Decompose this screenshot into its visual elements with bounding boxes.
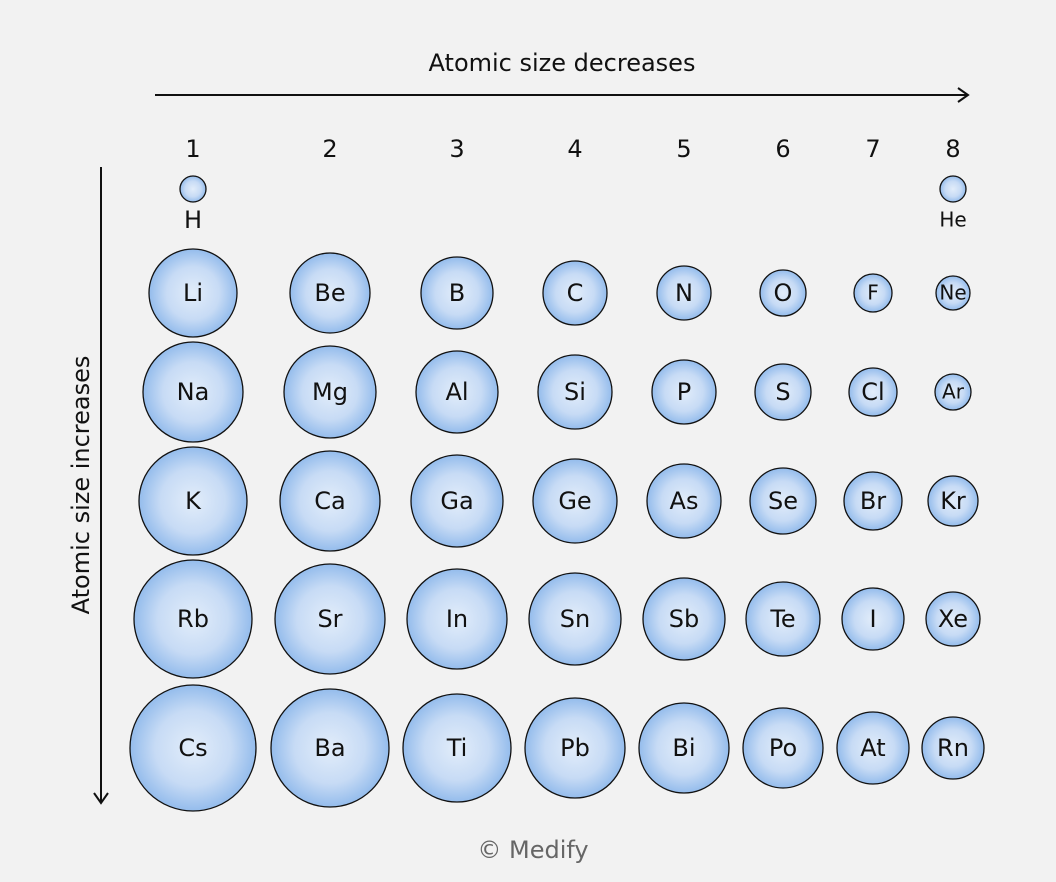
footer: © Medify [477,836,588,864]
element-symbol: Si [564,378,586,406]
side-label: Atomic size increases [67,356,95,615]
element-symbol: As [670,487,699,515]
atom [656,265,712,321]
top-arrow [155,87,970,103]
group-number: 6 [775,135,790,163]
element-symbol: Se [768,487,798,515]
element-symbol: Ne [939,281,966,305]
element-symbol: Pb [560,734,590,762]
atom [841,587,905,651]
element-symbol: Ti [446,734,468,762]
atom [642,577,726,661]
element-symbol: Rb [177,605,209,633]
element-symbol: Br [860,487,886,515]
atom [754,363,812,421]
element-symbol: Na [177,378,210,406]
element-symbol: I [869,605,876,633]
group-number: 8 [945,135,960,163]
atom [279,450,381,552]
title: Atomic size decreases [429,49,696,77]
atom [934,373,972,411]
element-symbol: H [184,206,202,234]
element-symbol: P [677,378,691,406]
element-symbol: N [675,279,693,307]
element-symbol: Cl [861,378,884,406]
atom [524,697,626,799]
atom [651,359,717,425]
element-symbol: Sb [669,605,699,633]
element-symbol: Be [314,279,345,307]
element-symbol: Sr [317,605,342,633]
atom [542,260,608,326]
atom [138,446,248,556]
atom [528,572,622,666]
element-symbol: Ar [942,380,965,404]
element-symbol: F [867,281,879,305]
atom [836,711,910,785]
atom [289,252,371,334]
atom [935,275,971,311]
element-symbol: In [446,605,468,633]
atom [853,273,893,313]
atom [270,688,390,808]
group-number: 1 [185,135,200,163]
element-symbol: S [775,378,790,406]
element-symbol: Kr [940,487,966,515]
atom [848,367,898,417]
group-number: 4 [567,135,582,163]
element-symbol: Cs [178,734,207,762]
element-symbol: Ba [314,734,345,762]
atom [133,559,253,679]
element-symbol: Ge [558,487,591,515]
element-symbol: C [567,279,584,307]
side-arrow [93,167,109,805]
group-number: 5 [676,135,691,163]
element-symbol: K [185,487,202,515]
element-symbol: Po [769,734,797,762]
atom [532,458,618,544]
group-number: 3 [449,135,464,163]
atom [410,454,504,548]
atom [749,467,817,535]
atom [925,591,981,647]
atom [745,581,821,657]
atom [274,563,386,675]
element-symbol: Ga [440,487,473,515]
atom [759,269,807,317]
element-symbol: Te [769,605,795,633]
atom [638,702,730,794]
element-symbol: Li [183,279,203,307]
atom [148,248,238,338]
atom [129,684,257,812]
group-number: 7 [865,135,880,163]
element-symbol: Xe [938,605,968,633]
element-symbol: At [860,734,885,762]
element-symbol: B [449,279,465,307]
atom [402,693,512,803]
atom [921,716,985,780]
atom [420,256,494,330]
group-number: 2 [322,135,337,163]
atom [939,175,967,203]
element-symbol: Al [445,378,468,406]
element-symbol: Rn [937,734,969,762]
element-symbol: He [939,208,966,232]
atom [415,350,499,434]
element-symbol: Mg [312,378,348,406]
element-symbol: Sn [560,605,590,633]
atom [843,471,903,531]
atom [646,463,722,539]
element-symbol: O [774,279,793,307]
atom [283,345,377,439]
atom [142,341,244,443]
element-symbol: Bi [672,734,695,762]
atom [406,568,508,670]
element-symbol: Ca [314,487,345,515]
atom [179,175,207,203]
elements: 1 2 3 4 5 6 7 8 H He Li Be B C N O F Ne Na Mg Al Si P S Cl Ar K Ca G… [129,135,985,812]
atom [537,354,613,430]
atom [927,475,979,527]
atom [742,707,824,789]
